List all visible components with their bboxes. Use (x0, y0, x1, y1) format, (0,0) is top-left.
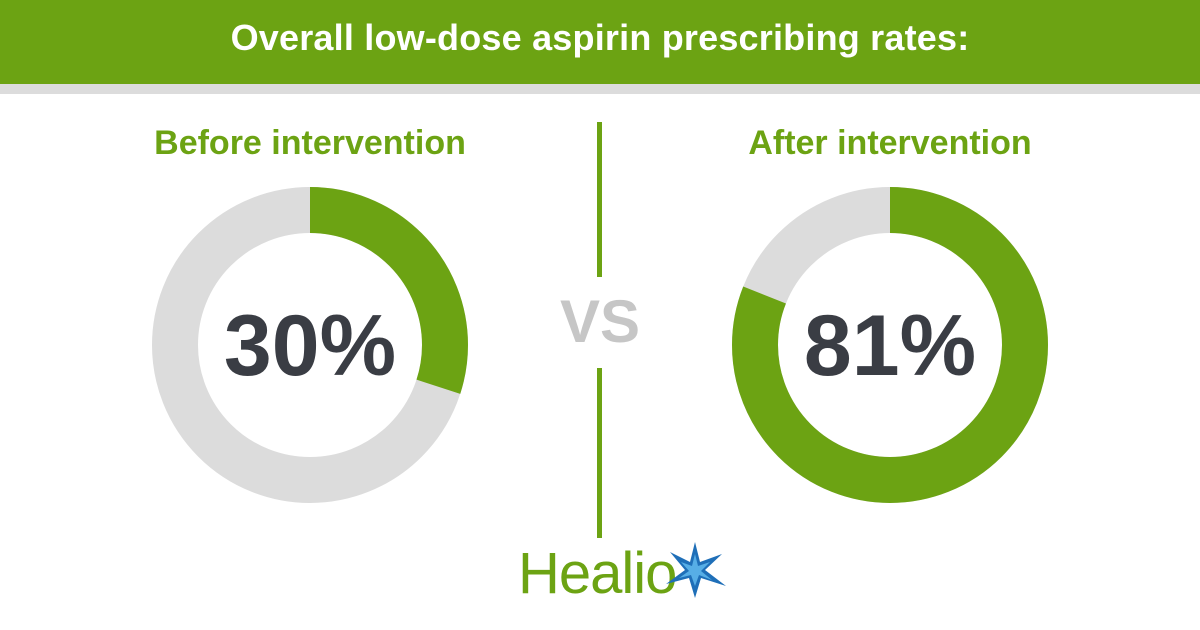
before-intervention-label: Before intervention (154, 124, 466, 162)
donut-before-arc (152, 187, 468, 503)
header-bar: Overall low-dose aspirin prescribing rat… (0, 0, 1200, 84)
after-intervention-label: After intervention (748, 124, 1032, 162)
star-icon (666, 542, 726, 598)
logo-text: Healio (518, 541, 677, 606)
donut-after-value: 81% (804, 298, 976, 394)
donut-after-arc (732, 187, 1048, 503)
divider-bottom (597, 368, 602, 538)
divider-top (597, 122, 602, 277)
header-underline (0, 84, 1200, 94)
donut-before-value: 30% (224, 298, 396, 394)
healio-logo: Healio (510, 540, 726, 610)
donut-after: 81% (732, 187, 1048, 503)
vs-label: VS (559, 288, 641, 355)
donut-before: 30% (152, 187, 468, 503)
page-title: Overall low-dose aspirin prescribing rat… (230, 17, 970, 58)
